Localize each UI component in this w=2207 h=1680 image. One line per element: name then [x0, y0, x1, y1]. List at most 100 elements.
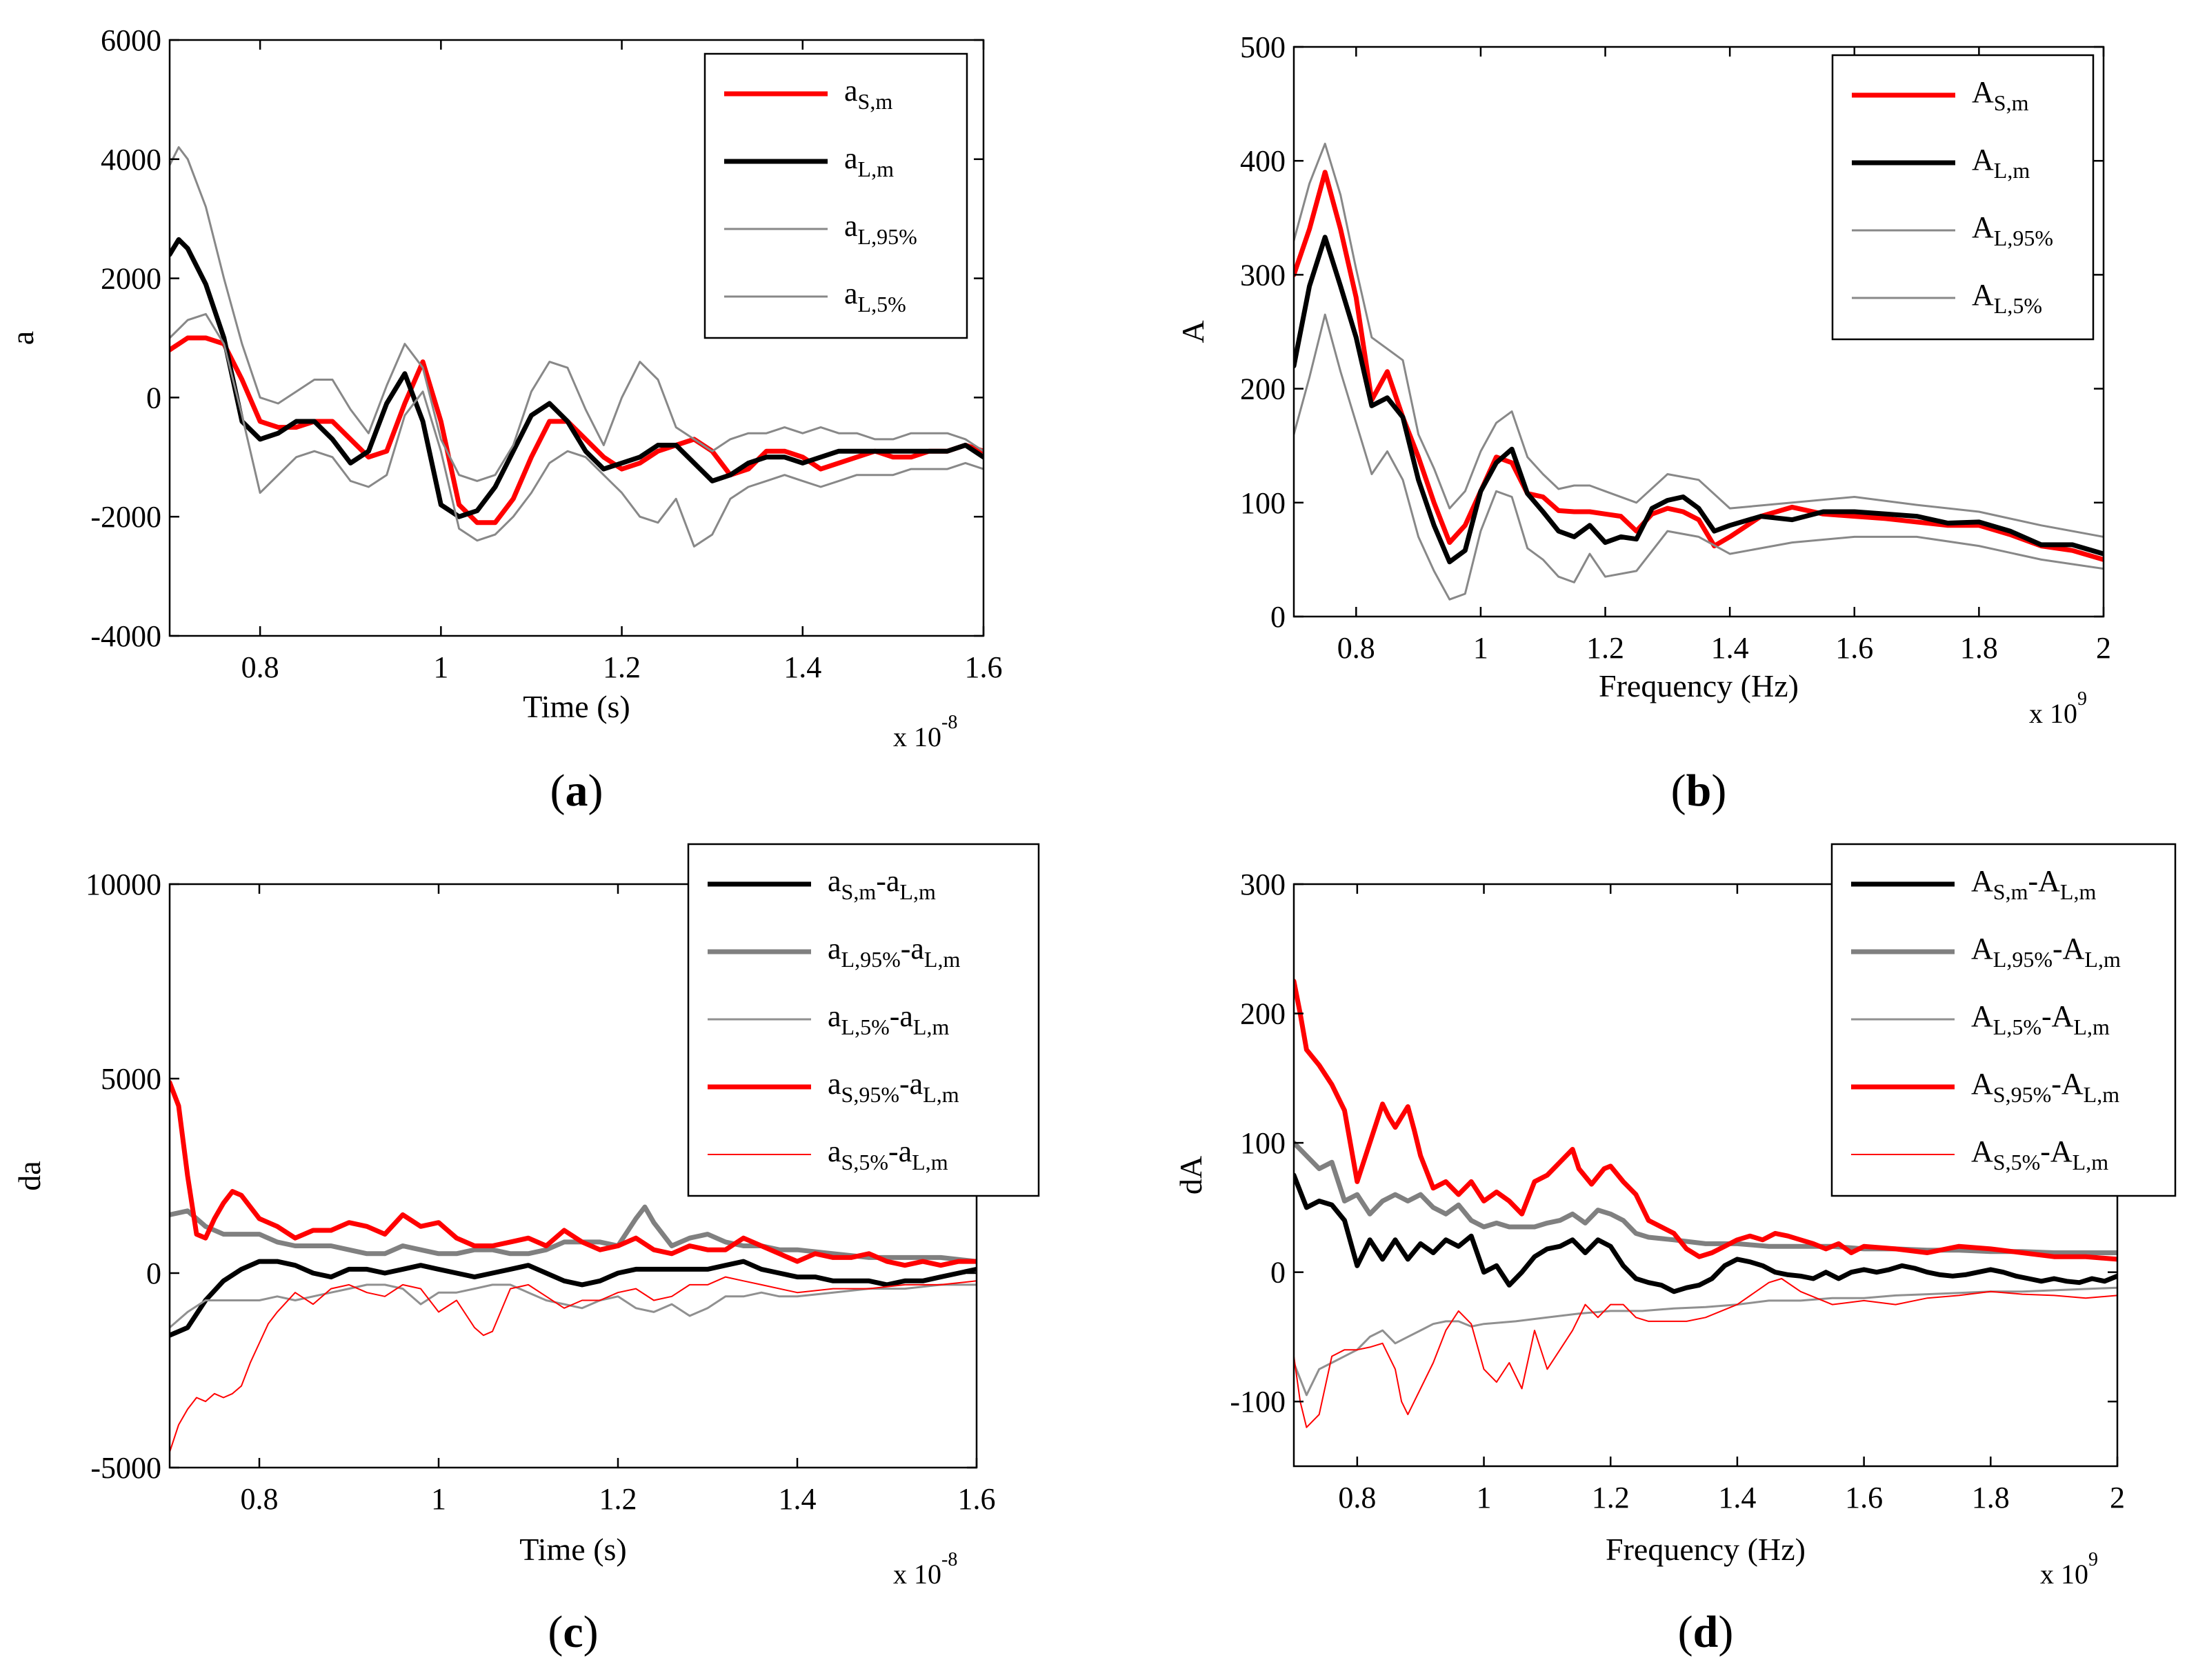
series-line-a-0 [170, 335, 983, 526]
legend-entry: AS,5%-AL,m [1971, 1134, 2108, 1174]
y-tick-label: -5000 [90, 1451, 161, 1485]
legend-entry: aS,m-aL,m [828, 864, 936, 904]
series-line-d-0 [1294, 1172, 2117, 1294]
x-tick-label: 0.8 [241, 650, 279, 684]
y-tick-label: 6000 [101, 23, 161, 57]
legend-entry: aL,95% [844, 209, 917, 249]
series-line-b-1 [1294, 234, 2104, 565]
y-tick-label: -2000 [90, 500, 161, 534]
y-tick-label: 300 [1240, 868, 1286, 901]
x-tick-label: 1.4 [783, 650, 821, 684]
x-tick-label: 1.2 [599, 1482, 637, 1516]
series-line-b-0 [1294, 170, 2104, 562]
legend-entry: aL,5% [844, 277, 906, 317]
y-tick-label: 300 [1240, 258, 1286, 292]
y-axis-label: A [1175, 320, 1210, 343]
x-tick-label: 1.6 [1845, 1481, 1883, 1514]
y-axis-label: da [12, 1161, 47, 1190]
series-line-c-4 [170, 1276, 977, 1453]
series-group [170, 1080, 977, 1453]
y-tick-label: 4000 [101, 143, 161, 177]
y-axis-label: a [5, 331, 40, 345]
x-tick-label: 1.4 [1711, 631, 1749, 665]
x-axis-multiplier: x 109 [2029, 688, 2087, 729]
series-line-c-2 [170, 1283, 977, 1329]
x-tick-label: 1.8 [1972, 1481, 2010, 1514]
x-tick-label: 1.6 [965, 650, 1003, 684]
y-tick-label: 2000 [101, 262, 161, 296]
legend-entry: AL,95% [1972, 210, 2053, 250]
series-line-d-3 [1294, 979, 2117, 1262]
chart-panel-d: 0.8 1 1.2 1.4 1.6 1.8 2 -100 0 100 200 300 Frequency… [1173, 843, 2177, 1657]
x-tick-label: 1.2 [1586, 631, 1624, 665]
legend-entry: AS,95%-AL,m [1971, 1067, 2119, 1107]
y-tick-label: 0 [146, 1257, 161, 1290]
x-axis-multiplier: x 109 [2040, 1549, 2098, 1590]
y-tick-label: 0 [1270, 600, 1286, 634]
series-line-c-3 [170, 1080, 977, 1268]
legend-entry: aL,m [844, 141, 894, 181]
y-tick-label: 0 [1270, 1256, 1286, 1290]
y-tick-label: 10000 [86, 868, 161, 901]
panel-caption: (a) [550, 766, 603, 816]
legend-box [1831, 54, 2095, 341]
series-line-a-2 [170, 146, 983, 482]
x-axis-label: Time (s) [523, 689, 630, 724]
y-tick-label: 0 [146, 381, 161, 414]
chart-panel-a: 0.8 1 1.2 1.4 1.6 -4000 -2000 0 2000 4000 6000 Time… [5, 23, 1003, 816]
series-line-b-2 [1294, 142, 2104, 538]
chart-panel-c: 0.8 1 1.2 1.4 1.6 -5000 0 5000 10000 Time (s) da x … [12, 843, 1040, 1657]
x-tick-label: 1.6 [958, 1482, 996, 1516]
plot-frame [1292, 46, 2105, 618]
plot-frame [168, 39, 985, 637]
legend: aS,m aL,m aL,95% aL,5% [703, 52, 968, 339]
legend-entry: AL,m [1972, 143, 2030, 183]
legend-entry: aS,m [844, 74, 892, 114]
x-tick-label: 1 [1473, 631, 1488, 665]
legend-box [703, 52, 968, 339]
x-tick-label: 2 [2110, 1481, 2125, 1514]
x-axis-multiplier: x 10-8 [893, 1549, 957, 1590]
legend-entry: aL,5%-aL,m [828, 999, 949, 1039]
legend-entry: AL,95%-AL,m [1971, 932, 2121, 972]
legend-entry: AL,5%-AL,m [1971, 999, 2110, 1039]
x-tick-label: 0.8 [1337, 631, 1375, 665]
x-tick-label: 1 [433, 650, 448, 684]
series-line-d-4 [1294, 1278, 2117, 1428]
x-axis-label: Frequency (Hz) [1606, 1532, 1806, 1567]
chart-panel-b: 0.8 1 1.2 1.4 1.6 1.8 2 0 100 200 300 400 500 Frequen… [1175, 30, 2111, 816]
series-line-a-1 [170, 237, 983, 519]
x-tick-label: 0.8 [1338, 1481, 1376, 1514]
series-group [1294, 142, 2104, 601]
panel-caption: (b) [1671, 766, 1727, 816]
x-tick-label: 1.4 [1718, 1481, 1756, 1514]
series-group [170, 146, 983, 548]
y-tick-label: 200 [1240, 997, 1286, 1031]
x-tick-label: 1.4 [779, 1482, 817, 1516]
y-tick-label: 400 [1240, 144, 1286, 178]
x-axis-multiplier: x 10-8 [893, 712, 957, 752]
y-tick-label: 100 [1240, 486, 1286, 520]
panel-caption: (d) [1678, 1607, 1734, 1657]
series-line-a-3 [170, 312, 983, 548]
x-axis-label: Frequency (Hz) [1599, 668, 1799, 703]
x-tick-label: 0.8 [241, 1482, 279, 1516]
legend: AS,m AL,m AL,95% AL,5% [1831, 54, 2095, 341]
legend-entry: AS,m [1972, 75, 2029, 115]
legend-entry: aS,95%-aL,m [828, 1067, 959, 1107]
legend: AS,m-AL,m AL,95%-AL,m AL,5%-AL,m AS,95%-AL,… [1830, 843, 2177, 1197]
panel-caption: (c) [548, 1607, 598, 1657]
series-line-c-0 [170, 1259, 977, 1338]
y-tick-label: 5000 [101, 1062, 161, 1096]
legend-entry: AS,m-AL,m [1971, 864, 2096, 904]
y-tick-label: 500 [1240, 30, 1286, 64]
y-tick-label: 200 [1240, 372, 1286, 406]
x-tick-label: 1 [431, 1482, 446, 1516]
x-axis-label: Time (s) [519, 1532, 627, 1567]
legend-entry: AL,5% [1972, 278, 2042, 318]
y-tick-label: 100 [1240, 1126, 1286, 1160]
legend: aS,m-aL,m aL,95%-aL,m aL,5%-aL,m aS,95%-aL,… [687, 843, 1040, 1197]
y-tick-label: -100 [1230, 1385, 1286, 1419]
x-tick-label: 1.2 [1592, 1481, 1630, 1514]
